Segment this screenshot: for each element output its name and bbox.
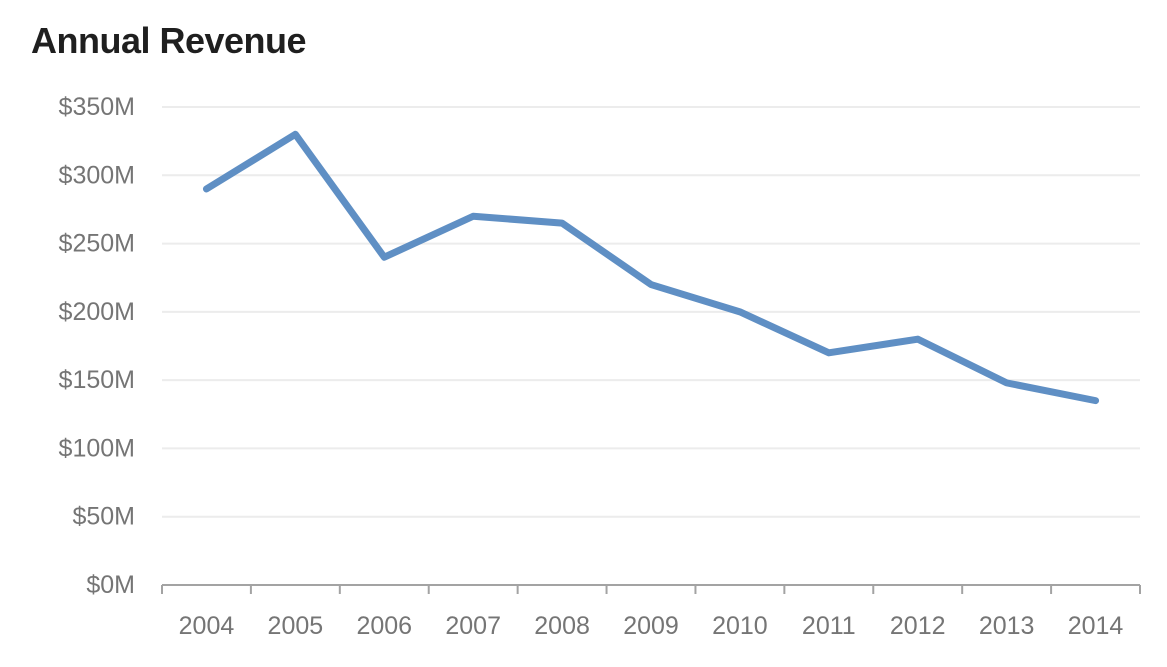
x-axis-tick-label: 2011 xyxy=(802,612,856,640)
y-axis-tick-label: $100M xyxy=(59,434,135,462)
x-axis-tick-label: 2007 xyxy=(445,612,501,640)
y-axis-tick-label: $50M xyxy=(72,503,135,531)
y-axis-tick-label: $150M xyxy=(59,366,135,394)
chart-title: Annual Revenue xyxy=(31,20,307,61)
x-axis-tick-label: 2014 xyxy=(1068,612,1124,640)
y-axis-tick-label: $350M xyxy=(59,93,135,121)
y-axis-tick-label: $250M xyxy=(59,230,135,258)
x-axis-tick-label: 2013 xyxy=(979,612,1035,640)
x-axis-tick-label: 2012 xyxy=(890,612,946,640)
y-axis-tick-label: $0M xyxy=(86,571,135,599)
x-axis-tick-label: 2005 xyxy=(268,612,324,640)
y-axis-tick-label: $300M xyxy=(59,161,135,189)
y-axis-tick-label: $200M xyxy=(59,298,135,326)
x-axis-tick-label: 2009 xyxy=(623,612,679,640)
x-axis-tick-label: 2008 xyxy=(534,612,590,640)
x-axis-tick-label: 2006 xyxy=(356,612,412,640)
revenue-line-series xyxy=(202,130,1100,405)
x-axis-tick-label: 2010 xyxy=(712,612,768,640)
x-axis-tick-label: 2004 xyxy=(179,612,235,640)
